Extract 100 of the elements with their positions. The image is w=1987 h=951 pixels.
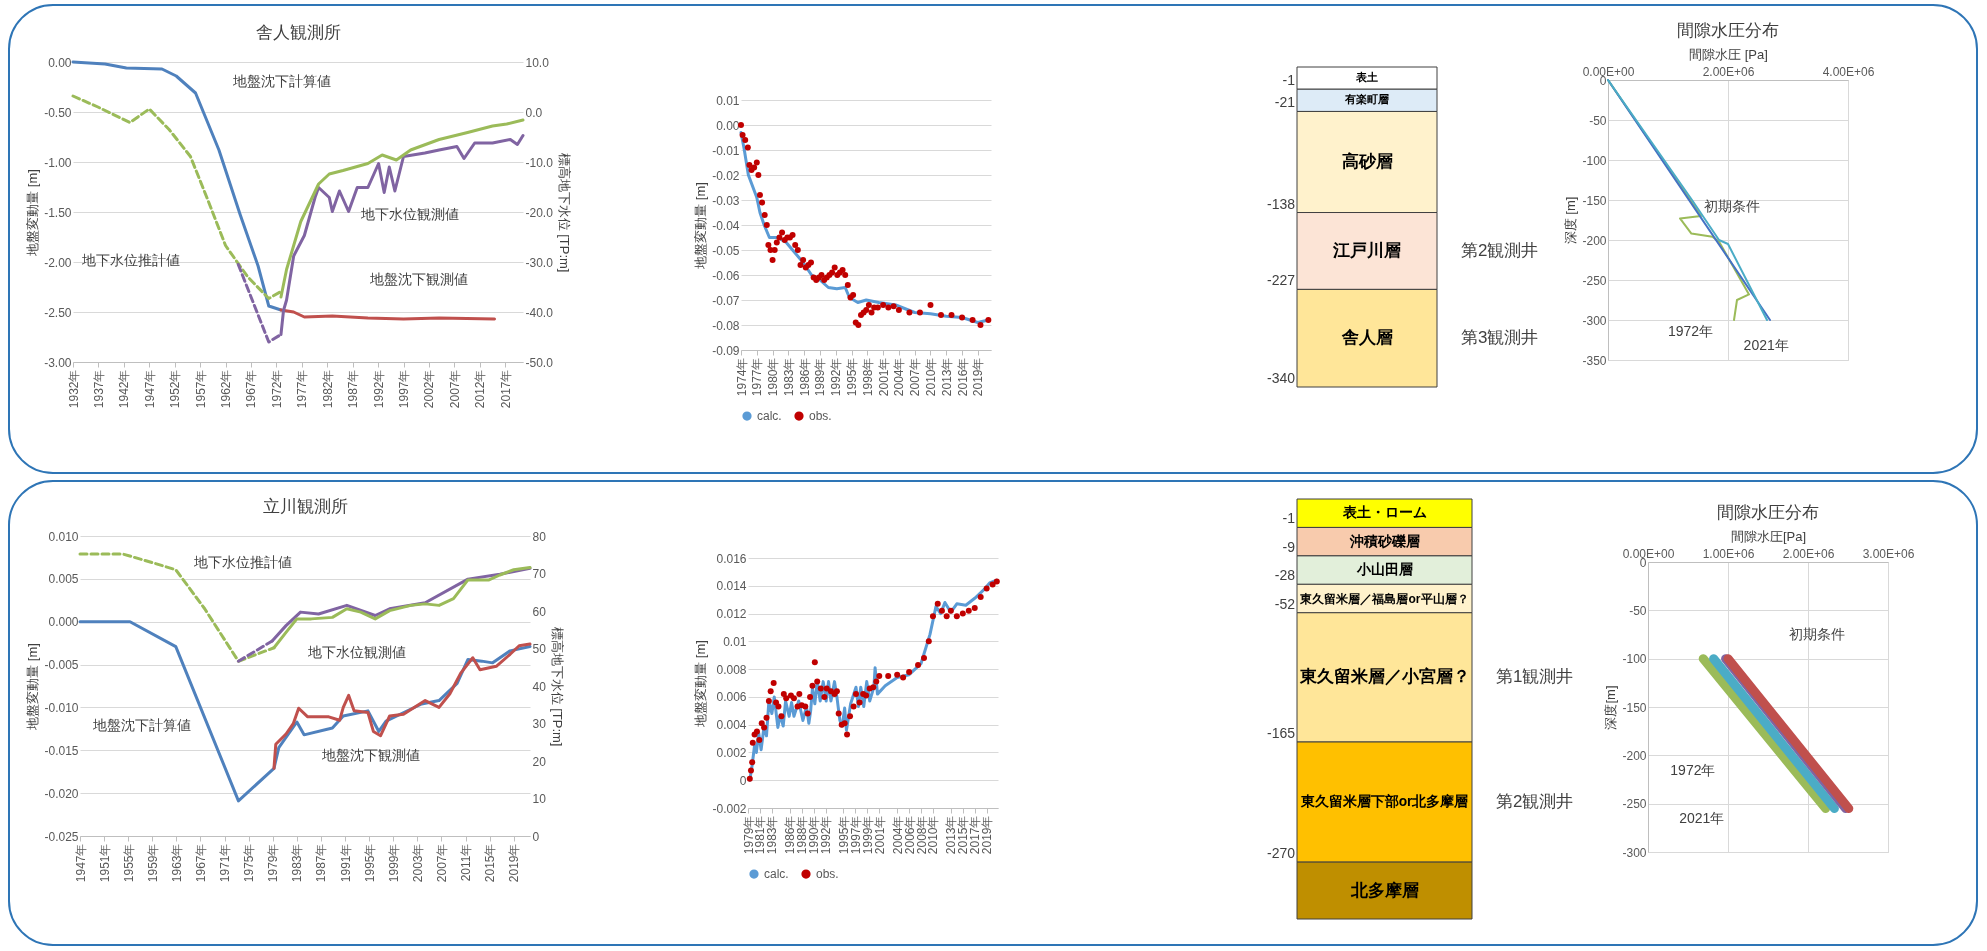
y-tick-label: -50 — [1629, 603, 1647, 618]
x-tick-label: 1979年 — [741, 815, 756, 855]
x-tick-label: 1986年 — [797, 357, 812, 397]
y-tick-label: 0.006 — [716, 690, 747, 705]
x-tick-label: 1995年 — [362, 843, 377, 883]
data-label: -165 — [1266, 725, 1296, 742]
category-label: 東久留米層下部or北多摩層 — [1299, 793, 1469, 810]
y2-axis-title: 標高地下水位 [TP:m] — [549, 626, 565, 747]
y2-tick-label: 80 — [532, 529, 547, 544]
x-tick-label: 1975年 — [242, 843, 257, 883]
annotation: 地下水位観測値 — [360, 206, 459, 222]
text: 第1観測井 — [1496, 667, 1574, 687]
x-tick-label: 1937年 — [91, 369, 106, 409]
category-label: 江戸川層 — [1332, 240, 1401, 260]
y-tick-label: -0.002 — [712, 801, 747, 816]
data-label: -1 — [1282, 510, 1296, 527]
y-axis-title: 地盤変動量 [m] — [25, 169, 41, 257]
y-axis-title: 深度 [m] — [1563, 196, 1579, 245]
x-tick-label: 2019年 — [507, 843, 522, 883]
y-tick-label: 0.004 — [716, 718, 747, 733]
x-tick-label: 2004年 — [892, 357, 907, 397]
data-label: -52 — [1274, 595, 1296, 612]
data-label: -28 — [1274, 567, 1296, 584]
chart-title: 舎人観測所 — [255, 23, 341, 42]
y-tick-label: -0.05 — [712, 243, 740, 258]
x-tick-label: 1995年 — [845, 357, 860, 397]
data-label: -9 — [1282, 538, 1296, 555]
x-tick-label: 1992年 — [371, 369, 386, 409]
x-tick-label: 2.00E+06 — [1702, 64, 1755, 79]
x-tick-label: 2007年 — [447, 369, 462, 409]
x-axis-title: 間隙水圧[Pa] — [1730, 528, 1807, 544]
y-tick-label: -0.025 — [44, 829, 79, 844]
y2-tick-label: 70 — [532, 567, 547, 581]
category-label: 舎人層 — [1340, 328, 1393, 348]
y-tick-label: -0.015 — [44, 743, 79, 758]
x-tick-label: 1967年 — [193, 843, 208, 883]
chart-title: 立川観測所 — [262, 497, 348, 516]
y2-tick-label: 40 — [532, 679, 547, 694]
x-tick-label: 1995年 — [836, 815, 851, 855]
annotation: 2021年 — [1679, 810, 1725, 827]
y-tick-label: -0.02 — [712, 168, 740, 183]
category-label: 東久留米層／小宮層？ — [1298, 667, 1470, 687]
x-tick-label: 1972年 — [269, 369, 284, 409]
y-tick-label: 0.005 — [48, 572, 79, 587]
y-tick-label: -2.00 — [44, 255, 72, 270]
x-tick-label: 1986年 — [783, 815, 798, 855]
y-tick-label: 0.012 — [716, 607, 747, 622]
x-tick-label: 1947年 — [142, 369, 157, 409]
x-tick-label: 2007年 — [908, 357, 923, 397]
data-label: -227 — [1266, 272, 1296, 289]
y2-tick-label: -40.0 — [525, 305, 554, 320]
y-tick-label: 0.00 — [716, 118, 740, 133]
annotation: 地盤沈下観測値 — [369, 270, 468, 287]
y-tick-label: -250 — [1582, 273, 1607, 288]
y-tick-label: -0.50 — [44, 105, 72, 120]
y-tick-label: 0.014 — [716, 579, 747, 594]
y2-tick-label: 0 — [532, 829, 540, 844]
y2-tick-label: 30 — [532, 717, 547, 731]
x-tick-label: 1992年 — [829, 357, 844, 397]
y-tick-label: -150 — [1622, 700, 1647, 715]
x-tick-label: 1952年 — [168, 369, 183, 409]
x-tick-label: 2015年 — [956, 815, 971, 855]
annotation: 地下水位観測値 — [306, 644, 406, 660]
x-tick-label: 2019年 — [980, 815, 995, 855]
y-tick-label: -0.09 — [712, 343, 740, 358]
x-tick-label: 1983年 — [290, 843, 305, 883]
y2-tick-label: -10.0 — [525, 155, 554, 170]
x-tick-label: 1977年 — [295, 369, 310, 409]
x-tick-label: 1983年 — [781, 357, 796, 397]
annotation: 地盤沈下計算値 — [232, 72, 332, 89]
x-tick-label: 2017年 — [498, 369, 513, 409]
chart-title: 間隙水圧分布 — [1677, 21, 1779, 40]
x-tick-label: 2001年 — [872, 815, 887, 855]
x-tick-label: 1971年 — [218, 843, 233, 883]
x-tick-label: 1997年 — [848, 815, 863, 855]
x-tick-label: 1987年 — [314, 843, 329, 883]
x-tick-label: 2019年 — [971, 357, 986, 397]
legend-label: calc. — [757, 409, 782, 424]
y-axis-title: 地盤変動量 [m] — [693, 182, 709, 270]
y-tick-label: 0.010 — [48, 529, 79, 544]
y-tick-label: 0.00 — [48, 55, 72, 70]
annotation: 地盤沈下計算値 — [91, 716, 191, 733]
category-label: 表土 — [1355, 71, 1378, 84]
y2-tick-label: 0.0 — [525, 105, 543, 120]
y-tick-label: -0.020 — [44, 786, 79, 801]
data-label: -1 — [1282, 72, 1296, 89]
x-tick-label: 2001年 — [876, 357, 891, 397]
y2-axis-title: 標高地下水位 [TP:m] — [556, 152, 572, 273]
y-tick-label: -200 — [1582, 233, 1607, 248]
text: 第2観測井 — [1461, 240, 1539, 260]
x-tick-label: 2015年 — [483, 843, 498, 883]
x-tick-label: 1957年 — [193, 369, 208, 409]
annotation: 2021年 — [1743, 337, 1789, 353]
x-tick-label: 2003年 — [410, 843, 425, 883]
x-tick-label: 1980年 — [766, 357, 781, 397]
y-tick-label: -0.07 — [712, 293, 740, 308]
y-tick-label: -0.08 — [712, 318, 740, 333]
x-tick-label: 2002年 — [422, 369, 437, 409]
x-tick-label: 1951年 — [97, 843, 112, 883]
y-axis-title: 地盤変動量 [m] — [693, 640, 709, 728]
